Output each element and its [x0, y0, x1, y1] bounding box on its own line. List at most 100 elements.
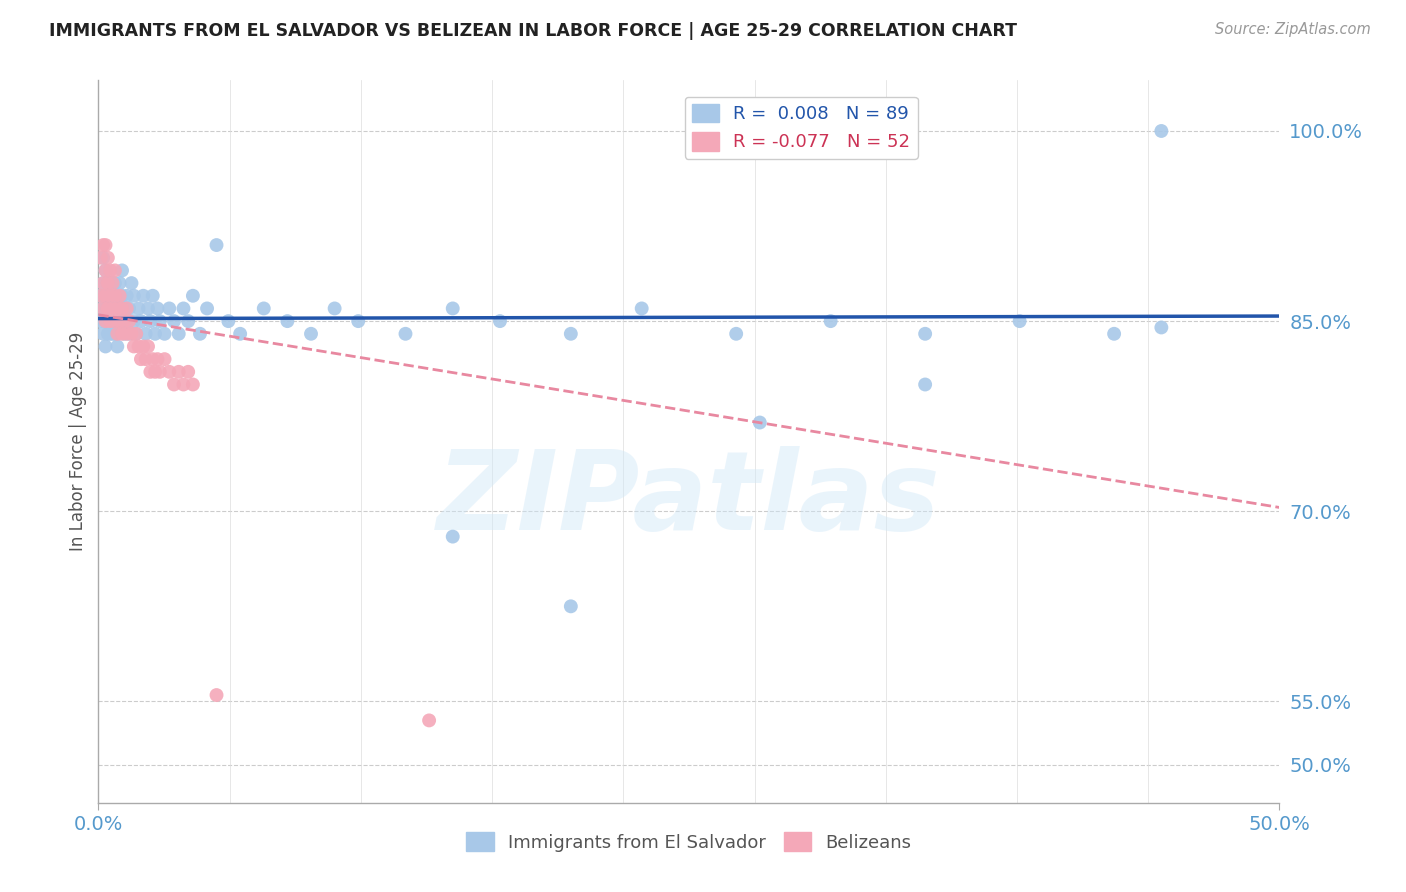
Point — [177, 365, 200, 379]
Point — [136, 339, 159, 353]
Point — [129, 314, 152, 328]
Point — [188, 326, 211, 341]
Point — [104, 263, 127, 277]
Point — [91, 301, 114, 316]
Point — [128, 301, 150, 316]
Point — [97, 289, 120, 303]
Point — [111, 314, 134, 328]
Point — [115, 314, 138, 328]
Point — [125, 326, 148, 341]
Point — [115, 326, 138, 341]
Point — [394, 326, 416, 341]
Point — [217, 314, 239, 328]
Point — [108, 314, 131, 328]
Point — [205, 688, 228, 702]
Point — [347, 314, 370, 328]
Point — [108, 301, 131, 316]
Point — [94, 263, 117, 277]
Point — [101, 276, 124, 290]
Point — [560, 599, 582, 614]
Point — [97, 326, 120, 341]
Point — [132, 289, 155, 303]
Point — [105, 339, 128, 353]
Point — [94, 238, 117, 252]
Point — [122, 289, 145, 303]
Point — [98, 314, 121, 328]
Point — [104, 289, 127, 303]
Point — [122, 339, 145, 353]
Point — [101, 276, 124, 290]
Point — [98, 301, 121, 316]
Point — [121, 326, 143, 341]
Point — [90, 251, 112, 265]
Point — [135, 352, 157, 367]
Point — [129, 352, 152, 367]
Point — [128, 339, 150, 353]
Point — [101, 301, 124, 316]
Point — [104, 326, 127, 341]
Point — [104, 301, 127, 316]
Point — [914, 326, 936, 341]
Point — [105, 326, 128, 341]
Point — [136, 301, 159, 316]
Point — [560, 326, 582, 341]
Point — [91, 276, 114, 290]
Point — [104, 314, 127, 328]
Point — [94, 289, 117, 303]
Point — [91, 276, 114, 290]
Point — [418, 714, 440, 728]
Point — [167, 326, 190, 341]
Point — [91, 301, 114, 316]
Point — [157, 301, 180, 316]
Point — [97, 301, 120, 316]
Point — [121, 276, 143, 290]
Point — [323, 301, 346, 316]
Point — [205, 238, 228, 252]
Point — [115, 301, 138, 316]
Point — [118, 326, 141, 341]
Point — [90, 289, 112, 303]
Point — [146, 301, 169, 316]
Point — [105, 301, 128, 316]
Point — [91, 326, 114, 341]
Point — [111, 301, 134, 316]
Point — [914, 377, 936, 392]
Point — [253, 301, 276, 316]
Y-axis label: In Labor Force | Age 25-29: In Labor Force | Age 25-29 — [69, 332, 87, 551]
Point — [111, 289, 134, 303]
Point — [111, 326, 134, 341]
Point — [91, 238, 114, 252]
Point — [139, 365, 162, 379]
Point — [172, 377, 194, 392]
Point — [98, 263, 121, 277]
Point — [143, 365, 166, 379]
Point — [1150, 320, 1173, 334]
Text: Source: ZipAtlas.com: Source: ZipAtlas.com — [1215, 22, 1371, 37]
Point — [122, 314, 145, 328]
Point — [97, 251, 120, 265]
Point — [142, 352, 165, 367]
Point — [441, 530, 464, 544]
Point — [299, 326, 322, 341]
Point — [94, 263, 117, 277]
Point — [98, 326, 121, 341]
Point — [94, 289, 117, 303]
Point — [118, 314, 141, 328]
Point — [98, 289, 121, 303]
Point — [135, 326, 157, 341]
Point — [441, 301, 464, 316]
Point — [172, 301, 194, 316]
Point — [97, 276, 120, 290]
Point — [105, 289, 128, 303]
Point — [725, 326, 748, 341]
Point — [143, 326, 166, 341]
Point — [101, 301, 124, 316]
Point — [177, 314, 200, 328]
Point — [489, 314, 512, 328]
Point — [149, 365, 172, 379]
Point — [115, 289, 138, 303]
Point — [90, 289, 112, 303]
Point — [105, 314, 128, 328]
Point — [98, 276, 121, 290]
Point — [125, 326, 148, 341]
